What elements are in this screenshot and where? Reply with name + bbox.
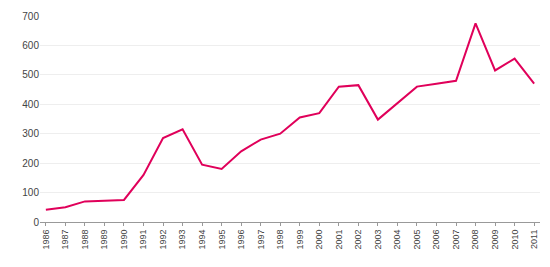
svg-text:1994: 1994: [197, 230, 207, 250]
svg-text:1987: 1987: [60, 230, 70, 250]
svg-text:2006: 2006: [431, 230, 441, 250]
svg-text:2004: 2004: [392, 230, 402, 250]
svg-text:700: 700: [22, 11, 39, 22]
svg-text:2000: 2000: [314, 230, 324, 250]
svg-text:2003: 2003: [373, 230, 383, 250]
svg-text:2010: 2010: [510, 230, 520, 250]
svg-text:2002: 2002: [353, 230, 363, 250]
svg-text:1989: 1989: [99, 230, 109, 250]
svg-text:1995: 1995: [217, 230, 227, 250]
svg-text:1993: 1993: [178, 230, 188, 250]
svg-text:1999: 1999: [295, 230, 305, 250]
svg-text:200: 200: [22, 158, 39, 169]
svg-text:1996: 1996: [236, 230, 246, 250]
svg-text:2008: 2008: [470, 230, 480, 250]
svg-text:400: 400: [22, 99, 39, 110]
svg-text:0: 0: [33, 217, 39, 228]
svg-text:1997: 1997: [256, 230, 266, 250]
svg-text:2001: 2001: [334, 230, 344, 250]
svg-text:1992: 1992: [158, 230, 168, 250]
svg-text:2009: 2009: [490, 230, 500, 250]
svg-text:2005: 2005: [412, 230, 422, 250]
svg-text:300: 300: [22, 128, 39, 139]
svg-text:2007: 2007: [451, 230, 461, 250]
svg-text:1990: 1990: [119, 230, 129, 250]
svg-text:1988: 1988: [80, 230, 90, 250]
svg-text:1991: 1991: [138, 230, 148, 250]
svg-text:500: 500: [22, 69, 39, 80]
svg-text:2011: 2011: [529, 230, 539, 249]
svg-text:1998: 1998: [275, 230, 285, 250]
svg-text:100: 100: [22, 187, 39, 198]
svg-text:600: 600: [22, 40, 39, 51]
svg-text:1986: 1986: [41, 230, 51, 250]
